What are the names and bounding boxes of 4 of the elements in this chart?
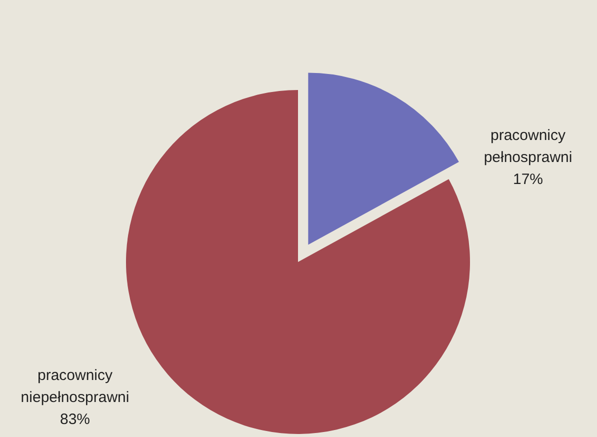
data-label: 83%	[60, 411, 90, 428]
slice-label: pracownicy pełnosprawni	[484, 127, 572, 166]
data-label: 17%	[512, 171, 544, 188]
slice-label: pracownicy niepełnosprawni	[20, 367, 130, 406]
